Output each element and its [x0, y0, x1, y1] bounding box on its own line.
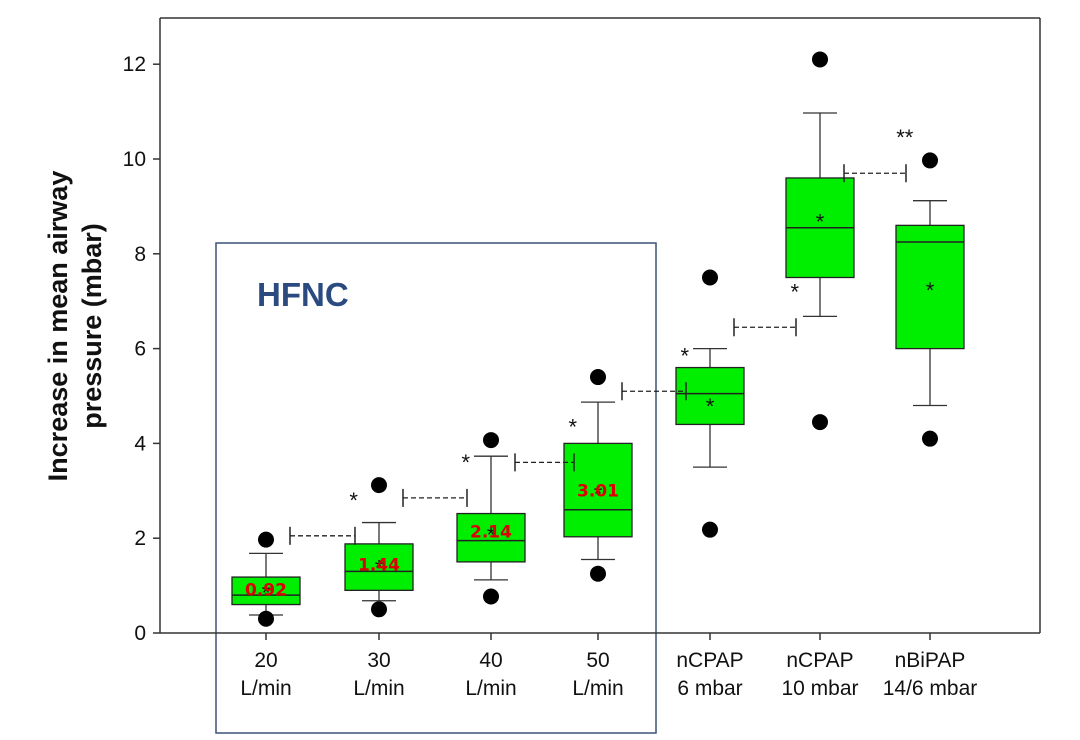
x-tick-label-line: 20: [254, 649, 277, 672]
x-tick-label-line: nCPAP: [786, 649, 853, 672]
y-axis-label-line: pressure (mbar): [77, 223, 107, 429]
y-tick-label: 12: [123, 53, 146, 76]
significance-marker: *: [680, 343, 689, 368]
hfnc-group-label: HFNC: [257, 276, 349, 313]
x-tick-label-line: 6 mbar: [677, 677, 742, 700]
box-iqr: [675, 366, 745, 426]
box-iqr: [344, 543, 414, 591]
outlier-point: [258, 531, 274, 548]
y-axis-label-line: Increase in mean airway: [43, 171, 73, 482]
labels-layer: Increase in mean airway pressure (mbar) HF…: [43, 171, 619, 601]
significance-marker: *: [790, 279, 799, 304]
box-iqr: [456, 512, 526, 563]
mean-marker: *: [487, 523, 496, 548]
outlier-point: [371, 601, 387, 618]
hfnc-group-box: [215, 242, 657, 734]
significance-marker: *: [461, 450, 470, 475]
boxes-layer: *******: [231, 51, 965, 627]
x-tick-label: nCPAP 10 mbar: [781, 649, 858, 700]
x-tick-label-line: nCPAP: [676, 649, 743, 672]
x-tick-label-line: 50: [586, 649, 609, 672]
y-tick-label: 0: [134, 622, 146, 645]
y-tick-label: 8: [134, 243, 146, 266]
outlier-point: [922, 152, 938, 169]
box-iqr: [895, 224, 965, 350]
outlier-point: [483, 588, 499, 605]
box-value-label: 0.92: [245, 580, 287, 600]
x-tick-label-line: 14/6 mbar: [883, 677, 978, 700]
outlier-point: [922, 430, 938, 447]
outlier-point: [812, 414, 828, 431]
x-tick-label: nBiPAP 14/6 mbar: [883, 649, 978, 700]
axes-layer: 0 2 4 6 8 10 12 20 L/min 30 L/min 40 L/min 50 L/min nCP…: [123, 17, 1041, 700]
mean-marker: *: [262, 580, 271, 605]
outlier-point: [702, 521, 718, 538]
significance-layer: *******: [289, 125, 914, 545]
outlier-point: [702, 269, 718, 286]
x-tick-label-line: 40: [479, 649, 502, 672]
box-iqr: [563, 442, 633, 538]
outlier-point: [371, 477, 387, 494]
x-tick-label: 20 L/min: [240, 649, 291, 700]
y-tick-label: 6: [134, 338, 146, 361]
x-tick-label-line: nBiPAP: [895, 649, 966, 672]
significance-marker: **: [896, 125, 914, 150]
x-tick-label-line: L/min: [240, 677, 291, 700]
y-tick-label: 10: [123, 148, 146, 171]
box-value-label: 3.01: [577, 481, 619, 501]
mean-marker: *: [375, 556, 384, 581]
outlier-point: [812, 51, 828, 68]
x-tick-label: 40 L/min: [465, 649, 516, 700]
x-tick-label-line: L/min: [465, 677, 516, 700]
y-axis-label: Increase in mean airway pressure (mbar): [43, 171, 107, 482]
outlier-point: [590, 369, 606, 386]
box-iqr: [231, 576, 301, 606]
significance-marker: *: [569, 414, 578, 439]
box-value-label: 1.44: [358, 556, 400, 576]
box-value-label: 2.14: [470, 523, 512, 543]
mean-marker: *: [594, 481, 603, 506]
x-tick-label-line: 10 mbar: [781, 677, 858, 700]
significance-marker: *: [349, 488, 358, 513]
x-tick-label: 50 L/min: [572, 649, 623, 700]
group-box-layer: [215, 242, 657, 734]
y-tick-label: 2: [134, 527, 146, 550]
mean-marker: *: [926, 278, 935, 303]
x-tick-label-line: L/min: [353, 677, 404, 700]
outlier-point: [590, 565, 606, 582]
x-tick-label-line: L/min: [572, 677, 623, 700]
x-tick-label: 30 L/min: [353, 649, 404, 700]
x-tick-label: nCPAP 6 mbar: [676, 649, 743, 700]
y-tick-label: 4: [134, 432, 146, 455]
x-tick-label-line: 30: [367, 649, 390, 672]
outlier-point: [258, 610, 274, 627]
outlier-point: [483, 432, 499, 449]
mean-marker: *: [816, 209, 825, 234]
mean-marker: *: [706, 394, 715, 419]
